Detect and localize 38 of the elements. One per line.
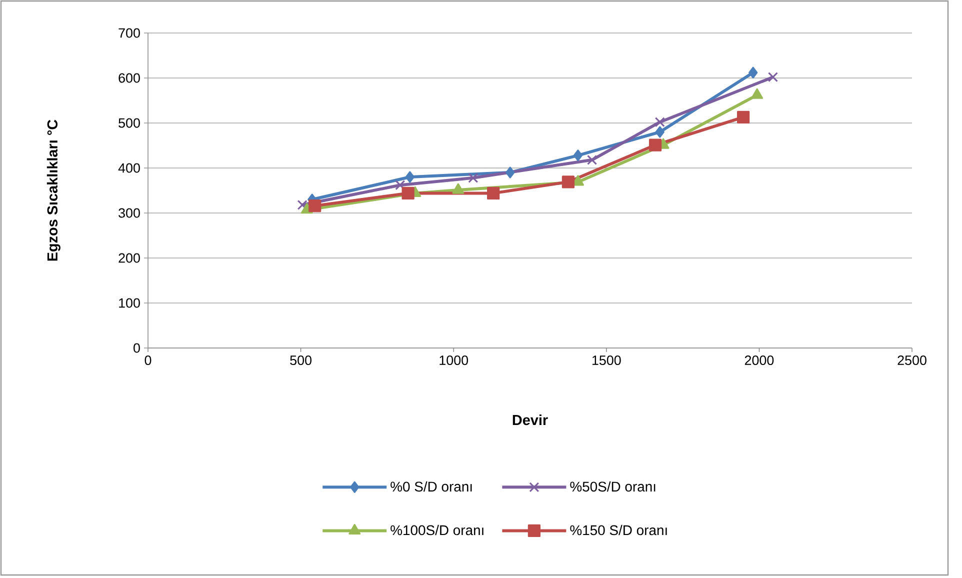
- x-tick-label: 500: [290, 356, 312, 366]
- x-tick-label: 1000: [440, 356, 468, 366]
- legend-label: %150 S/D oranı: [570, 524, 667, 536]
- y-tick-label: 500: [118, 118, 140, 128]
- y-tick-label: 300: [118, 208, 140, 218]
- point: [297, 200, 308, 210]
- point: [402, 186, 414, 200]
- legend-label: %50S/D oranı: [570, 481, 656, 492]
- point: [506, 166, 515, 178]
- y-axis-title: Egzos Sıcaklıkları °C: [46, 120, 60, 261]
- y-tick-label: 400: [118, 163, 140, 173]
- x-tick-label: 2000: [744, 356, 774, 366]
- point: [573, 150, 583, 162]
- point: [468, 172, 478, 183]
- point: [748, 66, 758, 78]
- x-tick-label: 1500: [592, 356, 621, 366]
- point: [395, 180, 406, 190]
- point: [308, 200, 322, 212]
- y-tick-label: 0: [134, 343, 140, 353]
- y-tick-label: 700: [118, 28, 140, 38]
- point: [587, 154, 598, 165]
- x-tick-label: 0: [144, 356, 152, 366]
- x-axis-title: Devir: [512, 414, 548, 426]
- x-tick-label: 2500: [898, 356, 926, 366]
- y-tick-label: 100: [119, 298, 140, 308]
- legend-label: %0 S/D oranı: [390, 481, 472, 492]
- point: [452, 183, 464, 194]
- point: [737, 110, 750, 124]
- point: [768, 72, 778, 82]
- point: [654, 117, 665, 128]
- y-tick-label: 600: [118, 73, 140, 83]
- point: [655, 126, 664, 138]
- y-tick-label: 200: [118, 253, 140, 263]
- point: [405, 171, 414, 183]
- point: [487, 186, 500, 200]
- point: [649, 138, 662, 152]
- legend-label: %100S/D oranı: [390, 524, 484, 536]
- point: [562, 176, 575, 188]
